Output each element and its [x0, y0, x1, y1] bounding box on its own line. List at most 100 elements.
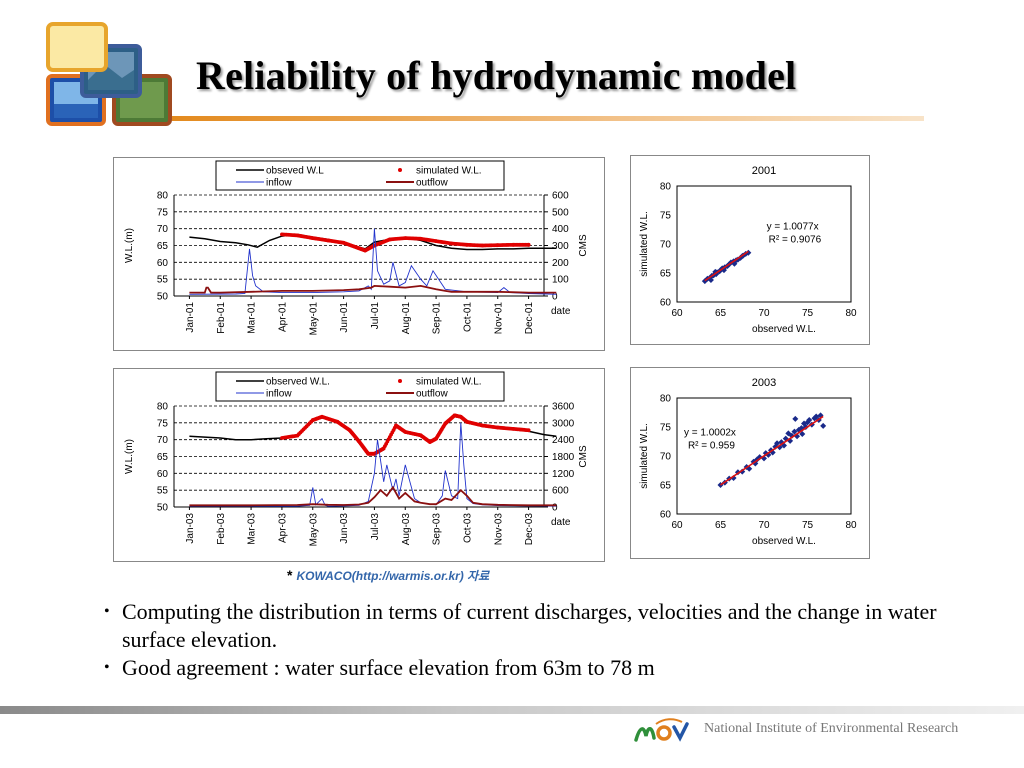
chart-title: 2003 — [752, 377, 776, 389]
institute-name: National Institute of Environmental Rese… — [704, 721, 959, 736]
x-tick-label: Jul-01 — [370, 302, 381, 330]
legend-label: obseved W.L — [266, 166, 324, 177]
y2-tick-label: 1200 — [552, 469, 575, 480]
legend-swatch — [398, 379, 402, 383]
scatter-point — [811, 415, 818, 422]
simulated-point — [526, 428, 531, 433]
outflow-series-line — [189, 485, 557, 507]
scatter-point — [745, 249, 752, 256]
x-axis-label: date — [551, 306, 571, 317]
y-axis-label: simulated W.L. — [639, 423, 650, 489]
chart-svg: 2001 60 65 70 75 80 60 65 70 75 80 observed W.L. sim… — [639, 165, 857, 335]
scatter-point — [791, 428, 798, 435]
y2-tick-label: 300 — [552, 241, 569, 252]
r-squared: R² = 0.959 — [688, 441, 735, 452]
x-tick-label: Nov-01 — [493, 302, 504, 335]
mev-logo-icon — [634, 718, 689, 742]
chart-svg: observed W.L. simulated W.L. inflow outflow… — [124, 371, 589, 547]
scatter-point — [774, 440, 781, 447]
y-tick-label: 65 — [157, 241, 169, 252]
y-tick-label: 65 — [157, 452, 169, 463]
scatter-point — [707, 276, 714, 283]
y2-tick-label: 600 — [552, 191, 569, 202]
y2-tick-label: 0 — [552, 503, 558, 514]
x-tick-label: Oct-01 — [462, 302, 473, 332]
trend-equation: y = 1.0077x — [767, 222, 819, 233]
x-axis-label: observed W.L. — [752, 536, 816, 547]
legend-swatch — [398, 168, 402, 172]
scatter-point — [787, 437, 794, 444]
legend-label: outflow — [416, 178, 448, 189]
x-tick-label: Dec-01 — [524, 302, 535, 335]
y-tick-label: 65 — [660, 481, 672, 492]
x-tick-label: 70 — [758, 520, 770, 531]
x-tick-label: Aug-03 — [401, 513, 412, 546]
y-tick-label: 60 — [157, 469, 169, 480]
simulated-point — [526, 242, 531, 247]
scatter-point — [806, 417, 813, 424]
scatter-point — [804, 419, 811, 426]
x-tick-label: 70 — [758, 308, 770, 319]
x-tick-label: 60 — [671, 308, 683, 319]
x-tick-label: May-03 — [308, 513, 319, 547]
y-tick-label: 75 — [157, 207, 169, 218]
legend-label: inflow — [266, 389, 292, 400]
y-tick-label: 55 — [157, 275, 169, 286]
y2-tick-label: 3000 — [552, 418, 575, 429]
y-tick-label: 60 — [660, 510, 672, 521]
y2-tick-label: 200 — [552, 258, 569, 269]
y-tick-label: 70 — [157, 435, 169, 446]
y-tick-label: 60 — [660, 298, 672, 309]
bullet-item: Good agreement : water surface elevation… — [104, 654, 974, 682]
scatter-point — [792, 415, 799, 422]
chart-svg: 2003 60 65 70 75 80 60 65 70 75 80 observed W.L. sim… — [639, 377, 857, 547]
scatter-point — [798, 425, 805, 432]
y-tick-label: 80 — [157, 191, 169, 202]
y-axis-label: simulated W.L. — [639, 211, 650, 277]
chart-legend: observed W.L. simulated W.L. inflow outflow — [215, 371, 505, 402]
chart-legend: obseved W.L simulated W.L. inflow outflow — [215, 160, 505, 191]
x-tick-label: Oct-03 — [462, 513, 473, 543]
scatter-point — [801, 420, 808, 427]
y2-tick-label: 500 — [552, 207, 569, 218]
y2-tick-label: 600 — [552, 486, 569, 497]
x-tick-label: Mar-01 — [247, 302, 258, 334]
simulated-series — [280, 413, 531, 456]
legend-box — [215, 371, 505, 402]
scatter-point — [765, 451, 772, 458]
credit-text: KOWACO(http://warmis.or.kr) 자료 — [296, 569, 490, 583]
y-tick-label: 70 — [157, 224, 169, 235]
x-tick-label: May-01 — [308, 302, 319, 336]
x-axis-label: date — [551, 517, 571, 528]
y-tick-label: 70 — [660, 452, 672, 463]
photo-collage-logo-icon — [46, 22, 172, 126]
title-underline — [172, 116, 924, 121]
legend-label: observed W.L. — [266, 377, 330, 388]
y2-tick-label: 100 — [552, 275, 569, 286]
y-tick-label: 60 — [157, 258, 169, 269]
source-credit: * KOWACO(http://warmis.or.kr) 자료 — [287, 567, 489, 584]
footer-rule — [0, 706, 1024, 714]
y2-tick-label: 2400 — [552, 435, 575, 446]
x-tick-label: Feb-03 — [216, 513, 227, 545]
legend-box — [215, 160, 505, 191]
scatter-point — [754, 456, 761, 463]
x-tick-label: Sep-01 — [432, 302, 443, 335]
x-tick-label: Apr-03 — [277, 513, 288, 543]
outflow-series-line — [189, 284, 557, 294]
x-tick-label: 80 — [845, 308, 857, 319]
legend-label: inflow — [266, 178, 292, 189]
x-tick-label: Dec-03 — [524, 513, 535, 546]
y2-tick-label: 3600 — [552, 402, 575, 413]
trend-line — [704, 250, 749, 282]
x-tick-label: Aug-01 — [401, 302, 412, 335]
x-tick-label: Jan-03 — [185, 513, 196, 544]
y-tick-label: 65 — [660, 269, 672, 280]
y-tick-label: 80 — [660, 394, 672, 405]
x-tick-label: 75 — [802, 520, 814, 531]
y2-tick-label: 1800 — [552, 452, 575, 463]
legend-label: simulated W.L. — [416, 166, 482, 177]
observed-series-line — [189, 415, 557, 456]
scatter-point — [731, 260, 738, 267]
bullet-list: Computing the distribution in terms of c… — [104, 598, 974, 682]
